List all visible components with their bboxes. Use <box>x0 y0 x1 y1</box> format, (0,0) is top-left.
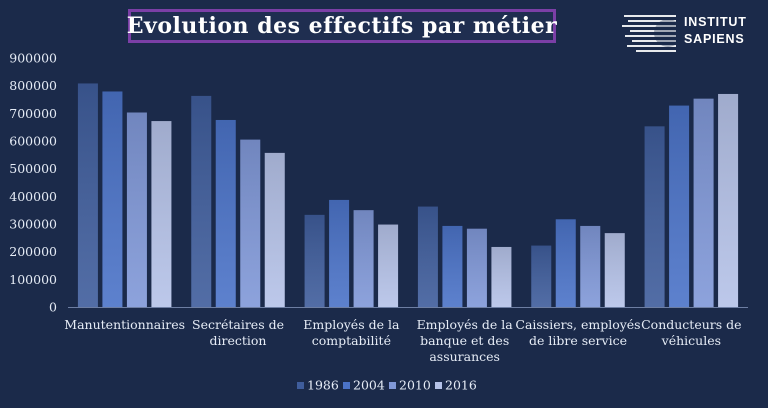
category-label: Caissiers, employés <box>515 317 640 332</box>
legend-swatch-1986 <box>297 382 304 389</box>
category-label: comptabilité <box>312 333 391 348</box>
legend-label-2004: 2004 <box>353 378 385 393</box>
institut-sapiens-logo-icon <box>622 15 682 52</box>
chart-title: Evolution des effectifs par métier <box>126 13 558 39</box>
bar-sheen <box>466 228 487 307</box>
category-label: de libre service <box>529 333 627 348</box>
bar-sheen <box>264 152 285 307</box>
y-tick-label: 900000 <box>9 51 57 66</box>
category-label: assurances <box>429 349 500 364</box>
bar-sheen <box>644 126 665 307</box>
bar-sheen <box>329 199 350 307</box>
bar-sheen <box>718 93 739 307</box>
logo-text: INSTITUT SAPIENS <box>684 14 747 48</box>
y-tick-label: 500000 <box>9 161 57 176</box>
bar-sheen <box>555 219 576 307</box>
y-tick-label: 700000 <box>9 106 57 121</box>
y-axis: 0 100000 200000 300000 400000 500000 600000 700… <box>9 51 748 315</box>
bar-sheen <box>531 245 552 307</box>
category-label: direction <box>210 333 267 348</box>
bar-sheen <box>442 225 463 307</box>
y-tick-label: 0 <box>49 300 57 315</box>
category-label: Secrétaires de <box>192 317 284 332</box>
chart-title-box: Evolution des effectifs par métier <box>126 9 558 43</box>
legend-label-2010: 2010 <box>399 378 431 393</box>
legend-swatch-2010 <box>389 382 396 389</box>
bar-sheen <box>378 224 399 307</box>
category-label: Employés de la <box>417 317 514 332</box>
bar-sheen <box>240 139 261 307</box>
category-labels: Manutentionnaires Secrétaires dedirection… <box>64 317 741 364</box>
bar-sheen <box>304 214 325 307</box>
bar-sheen <box>77 83 98 307</box>
bar-sheen <box>580 225 601 307</box>
category-label: banque et des <box>420 333 509 348</box>
bar-sheen <box>604 233 625 307</box>
logo-line-2: SAPIENS <box>684 32 745 46</box>
y-tick-label: 100000 <box>9 272 57 287</box>
bar-sheen <box>215 119 236 308</box>
legend-label-2016: 2016 <box>445 378 477 393</box>
bars <box>77 83 739 308</box>
y-tick-label: 800000 <box>9 78 57 93</box>
bar-sheen <box>126 112 147 308</box>
legend-swatch-2016 <box>435 382 442 389</box>
y-tick-label: 600000 <box>9 134 57 149</box>
y-tick-label: 400000 <box>9 189 57 204</box>
bar-sheen <box>693 98 714 307</box>
y-tick-label: 200000 <box>9 244 57 259</box>
category-label: Conducteurs de <box>641 317 741 332</box>
legend: 1986 2004 2010 2016 <box>297 378 477 393</box>
category-label: véhicules <box>661 333 721 348</box>
bar-sheen <box>417 206 438 307</box>
category-label: Manutentionnaires <box>64 317 185 332</box>
bar-sheen <box>353 210 374 307</box>
category-label: Employés de la <box>303 317 400 332</box>
bar-sheen <box>151 121 172 307</box>
legend-label-1986: 1986 <box>307 378 339 393</box>
legend-swatch-2004 <box>343 382 350 389</box>
bar-sheen <box>191 95 212 307</box>
bar-sheen <box>491 246 512 307</box>
bar-sheen <box>669 105 690 307</box>
bar-sheen <box>102 91 123 307</box>
y-tick-label: 300000 <box>9 217 57 232</box>
logo-line-1: INSTITUT <box>684 15 747 29</box>
